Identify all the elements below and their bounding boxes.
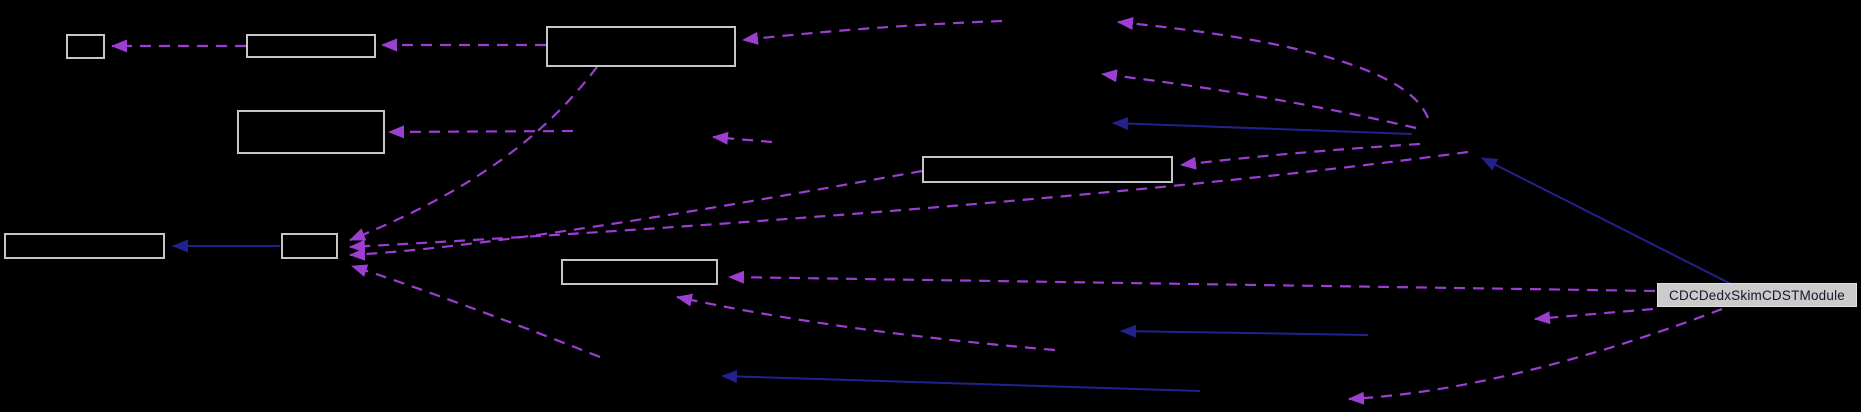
edge-skim-to-hub [1481, 157, 1732, 285]
node-h[interactable] [561, 259, 718, 285]
node-d[interactable] [237, 110, 385, 154]
edge-c-to-g [349, 66, 598, 242]
edge-skim-short-left [1534, 307, 1654, 325]
edge-hub-into-d [388, 125, 574, 139]
edge-skim-to-bottom [1348, 307, 1723, 405]
edge-hub-blue-left [1112, 117, 1413, 135]
edge-blue-mid [1120, 324, 1369, 338]
node-e[interactable] [922, 156, 1173, 183]
edge-right-into-mid [712, 131, 773, 145]
node-a[interactable] [66, 34, 105, 59]
node-f[interactable] [4, 233, 165, 259]
edge-below-to-g [351, 264, 601, 359]
edge-hub-to-g-long [349, 150, 1469, 253]
edge-skim-to-h [728, 270, 1656, 293]
edge-hub-to-top2 [1101, 69, 1417, 130]
edge-top-into-c [742, 19, 1003, 45]
node-cdcdedxskimcdstmodule-label: CDCDedxSkimCDSTModule [1669, 287, 1845, 303]
edge-hub-to-top1 [1117, 17, 1430, 119]
node-b[interactable] [246, 34, 376, 58]
node-cdcdedxskimcdstmodule[interactable]: CDCDedxSkimCDSTModule [1657, 283, 1857, 307]
edge-blue-bottom [721, 369, 1201, 392]
edge-below-to-h [676, 293, 1056, 352]
node-g[interactable] [281, 233, 338, 259]
edge-hub-to-e [1180, 142, 1421, 170]
node-c[interactable] [546, 26, 736, 67]
edge-e-to-g [349, 169, 923, 261]
